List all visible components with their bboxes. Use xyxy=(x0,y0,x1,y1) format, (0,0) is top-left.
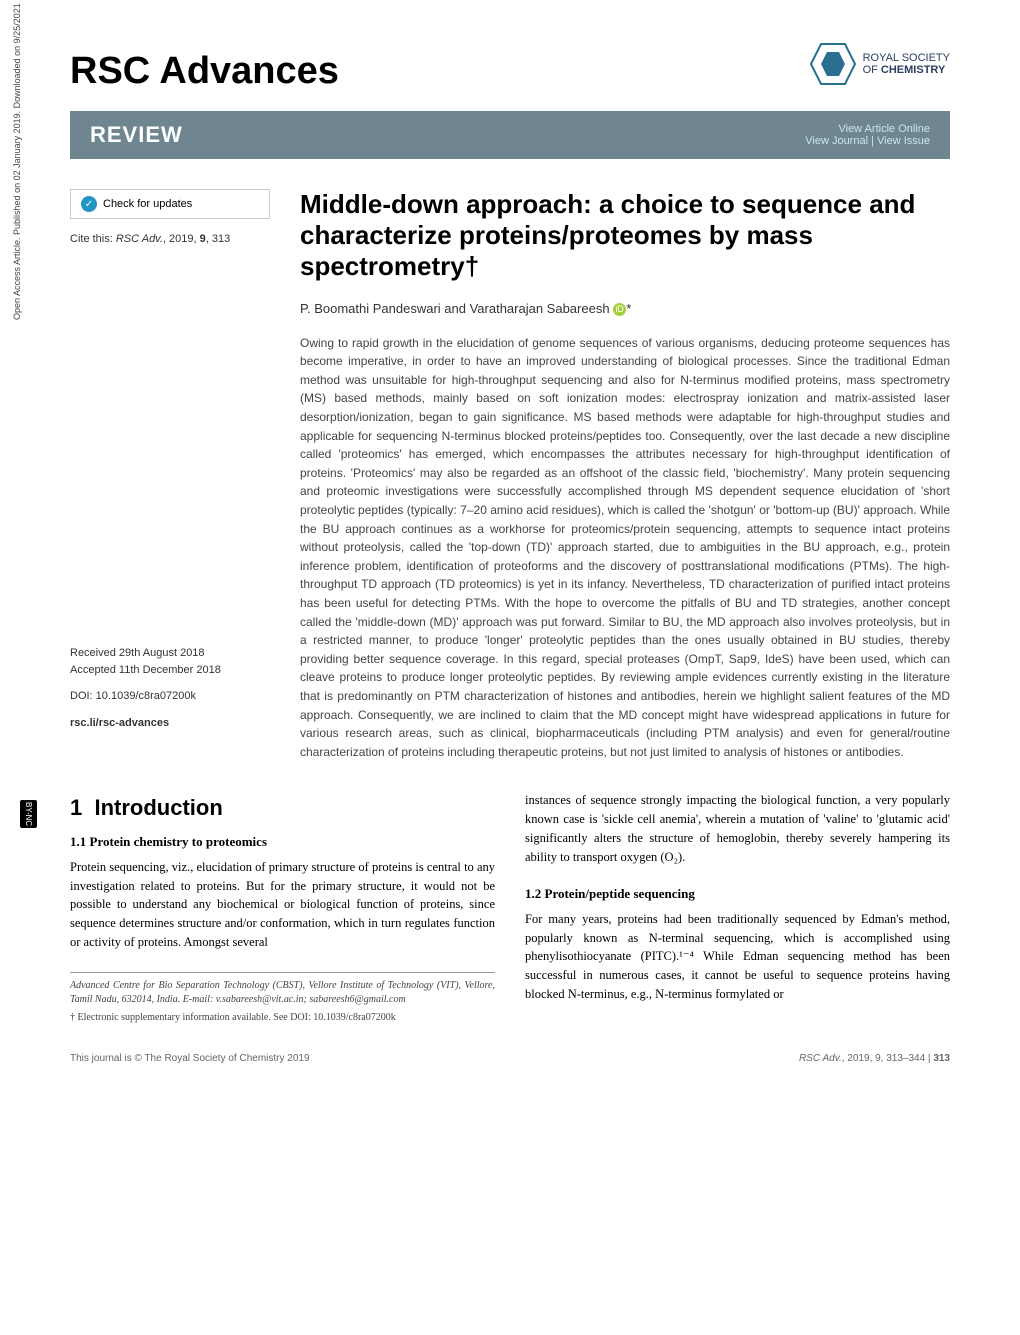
crossmark-icon: ✓ xyxy=(81,196,97,212)
body-col-right: instances of sequence strongly impacting… xyxy=(525,791,950,1024)
received-date: Received 29th August 2018 xyxy=(70,645,270,662)
orcid-icon[interactable]: iD xyxy=(613,303,626,316)
rsc-hex-icon xyxy=(809,40,857,88)
section-number: 1 xyxy=(70,795,82,820)
abstract: Owing to rapid growth in the elucidation… xyxy=(300,334,950,762)
license-sidebar: Open Access Article. Published on 02 Jan… xyxy=(12,0,22,320)
cite-year: , 2019, xyxy=(163,233,200,245)
corresponding-mark: * xyxy=(626,301,631,316)
publisher-line1: ROYAL SOCIETY xyxy=(863,52,950,64)
publisher-logo: ROYAL SOCIETY OF OF CHEMISTRYCHEMISTRY xyxy=(809,40,950,88)
para-1-1-a: Protein sequencing, viz., elucidation of… xyxy=(70,858,495,952)
cite-prefix: Cite this: xyxy=(70,233,113,245)
body-col-left: 1 Introduction 1.1 Protein chemistry to … xyxy=(70,791,495,1024)
article-main: Middle-down approach: a choice to sequen… xyxy=(300,189,950,761)
page-ref: RSC Adv., 2019, 9, 313–344 | 313 xyxy=(799,1053,950,1064)
article-title: Middle-down approach: a choice to sequen… xyxy=(300,189,950,283)
check-updates-label: Check for updates xyxy=(103,198,192,210)
body-columns: 1 Introduction 1.1 Protein chemistry to … xyxy=(70,791,950,1024)
publisher-name: ROYAL SOCIETY OF OF CHEMISTRYCHEMISTRY xyxy=(863,52,950,76)
footer-ref: , 2019, 9, 313–344 | xyxy=(842,1053,934,1064)
dates-block: Received 29th August 2018 Accepted 11th … xyxy=(70,645,270,731)
para-1-1-b: instances of sequence strongly impacting… xyxy=(525,791,950,866)
footer-page: 313 xyxy=(933,1053,950,1064)
affiliation: Advanced Centre for Bio Separation Techn… xyxy=(70,972,495,1007)
copyright: This journal is © The Royal Society of C… xyxy=(70,1053,310,1064)
author-names: P. Boomathi Pandeswari and Varatharajan … xyxy=(300,301,610,316)
left-metadata-column: ✓ Check for updates Cite this: RSC Adv.,… xyxy=(70,189,270,761)
cc-badge: BY-NC xyxy=(20,800,37,828)
doi: DOI: 10.1039/c8ra07200k xyxy=(70,688,270,705)
view-journal-link[interactable]: View Journal | View Issue xyxy=(805,135,930,147)
header-bar: REVIEW View Article Online View Journal … xyxy=(70,111,950,159)
section-title: Introduction xyxy=(94,795,222,820)
accepted-date: Accepted 11th December 2018 xyxy=(70,662,270,679)
footer-journal: RSC Adv. xyxy=(799,1053,842,1064)
view-links: View Article Online View Journal | View … xyxy=(805,123,930,147)
section-1-heading: 1 Introduction xyxy=(70,791,495,824)
article-type-badge: REVIEW xyxy=(90,122,183,148)
esi-note: † Electronic supplementary information a… xyxy=(70,1011,495,1025)
publisher-line2: OF OF CHEMISTRYCHEMISTRY xyxy=(863,64,946,76)
subsection-1-2: 1.2 Protein/peptide sequencing xyxy=(525,884,950,904)
cite-page: , 313 xyxy=(206,233,230,245)
cite-journal: RSC Adv. xyxy=(116,233,163,245)
citation: Cite this: RSC Adv., 2019, 9, 313 xyxy=(70,233,270,245)
check-updates-button[interactable]: ✓ Check for updates xyxy=(70,189,270,219)
page-footer: This journal is © The Royal Society of C… xyxy=(70,1045,950,1064)
authors: P. Boomathi Pandeswari and Varatharajan … xyxy=(300,301,950,316)
subsection-1-1: 1.1 Protein chemistry to proteomics xyxy=(70,832,495,852)
view-article-link[interactable]: View Article Online xyxy=(805,123,930,135)
rsc-shortlink[interactable]: rsc.li/rsc-advances xyxy=(70,715,270,732)
para-1-2-a: For many years, proteins had been tradit… xyxy=(525,910,950,1004)
